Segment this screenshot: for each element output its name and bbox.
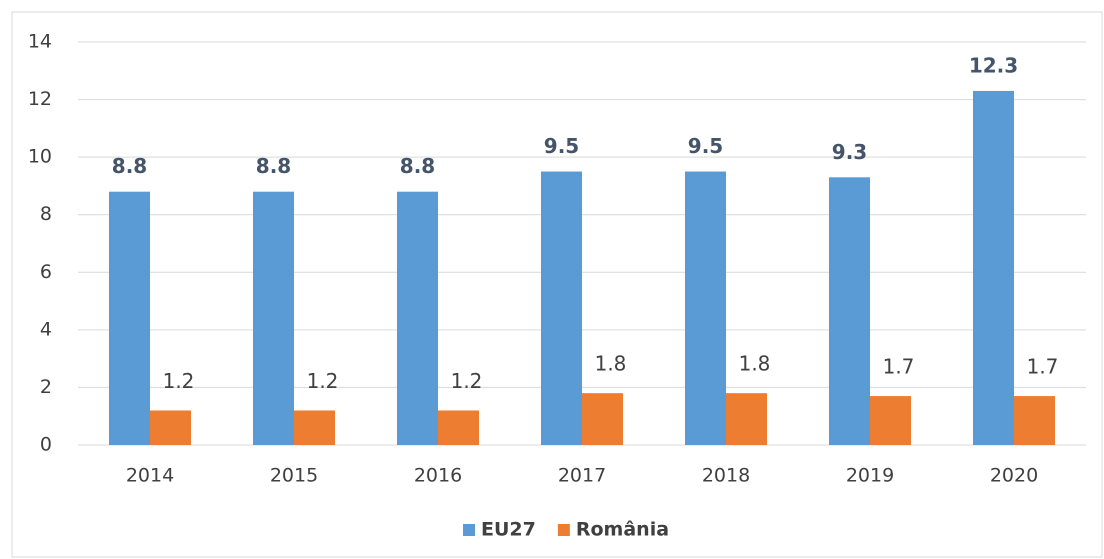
y-tick-label: 0 <box>40 434 52 456</box>
y-tick-label: 10 <box>28 146 52 168</box>
bar <box>541 171 582 446</box>
x-tick-label: 2015 <box>270 465 318 487</box>
legend-swatch <box>463 524 475 536</box>
bar <box>582 393 623 445</box>
x-tick-label: 2020 <box>990 465 1038 487</box>
data-label: 1.2 <box>163 369 195 393</box>
y-tick-label: 8 <box>40 203 52 225</box>
bar <box>397 191 438 445</box>
data-label: 9.3 <box>832 140 867 164</box>
legend-swatch <box>557 524 570 536</box>
bar <box>829 177 870 446</box>
y-tick-label: 12 <box>28 88 52 110</box>
data-label: 8.8 <box>400 154 435 178</box>
y-tick-label: 6 <box>40 261 52 283</box>
x-tick-label: 2017 <box>558 465 606 487</box>
bar <box>685 171 726 446</box>
x-tick-label: 2018 <box>702 465 750 487</box>
data-label: 1.7 <box>883 355 915 379</box>
bar <box>109 191 150 445</box>
y-tick-label: 4 <box>40 318 52 340</box>
x-tick-label: 2016 <box>414 465 462 487</box>
y-tick-label: 2 <box>40 376 52 398</box>
x-tick-label: 2019 <box>846 465 894 487</box>
data-label: 1.7 <box>1027 355 1059 379</box>
data-label: 1.8 <box>739 352 771 376</box>
data-label: 8.8 <box>256 154 291 178</box>
legend-label: EU27 <box>481 519 536 541</box>
bar <box>150 410 191 445</box>
data-label: 9.5 <box>544 134 579 158</box>
bar <box>1014 396 1055 445</box>
legend-label: România <box>576 519 669 541</box>
data-label: 1.2 <box>307 369 339 393</box>
x-tick-label: 2014 <box>126 465 174 487</box>
data-label: 9.5 <box>688 134 723 158</box>
bar <box>726 393 767 445</box>
bar <box>870 396 911 445</box>
bar <box>294 410 335 445</box>
data-label: 1.2 <box>451 369 483 393</box>
bar <box>253 191 294 445</box>
y-tick-label: 14 <box>28 31 52 53</box>
bar <box>438 410 479 445</box>
data-label: 1.8 <box>595 352 627 376</box>
bar <box>973 90 1014 445</box>
data-label: 12.3 <box>969 53 1018 77</box>
data-label: 8.8 <box>112 154 147 178</box>
